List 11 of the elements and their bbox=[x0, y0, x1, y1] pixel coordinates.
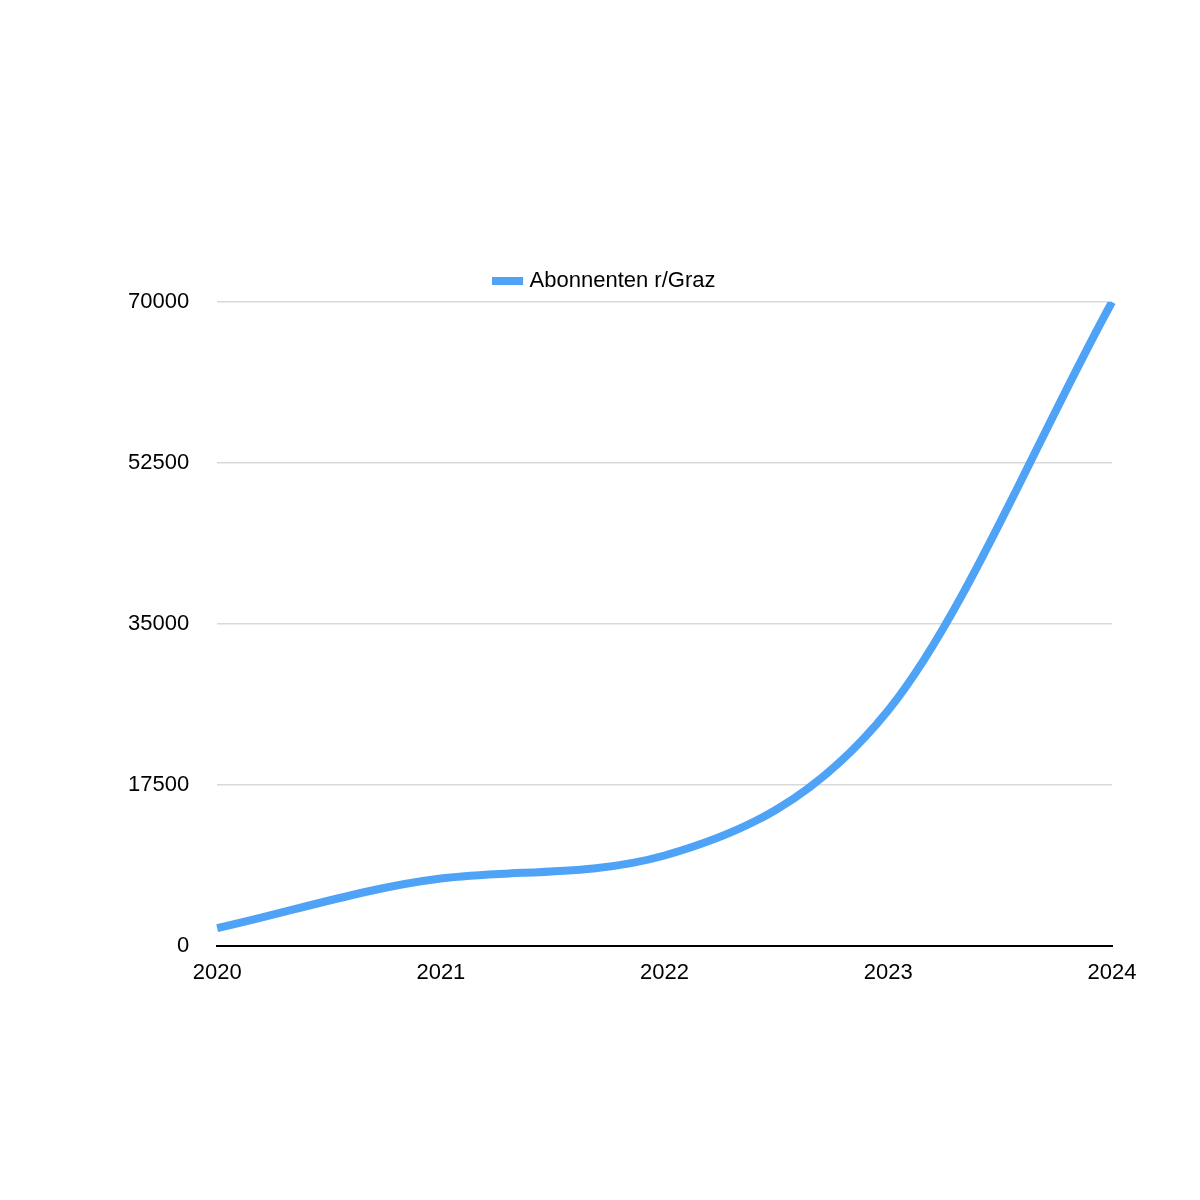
legend-label: Abonnenten r/Graz bbox=[529, 267, 716, 293]
y-tick-label: 52500 bbox=[127, 448, 190, 474]
x-tick-label: 2020 bbox=[192, 958, 242, 984]
x-tick-label: 2022 bbox=[640, 958, 690, 984]
x-tick-label: 2023 bbox=[863, 958, 913, 984]
x-tick-label: 2024 bbox=[1087, 958, 1137, 984]
y-tick-label: 35000 bbox=[127, 609, 190, 635]
y-tick-label: 0 bbox=[176, 931, 190, 957]
y-tick-label: 17500 bbox=[127, 770, 190, 796]
y-tick-label: 70000 bbox=[127, 288, 190, 314]
x-tick-label: 2021 bbox=[416, 958, 466, 984]
